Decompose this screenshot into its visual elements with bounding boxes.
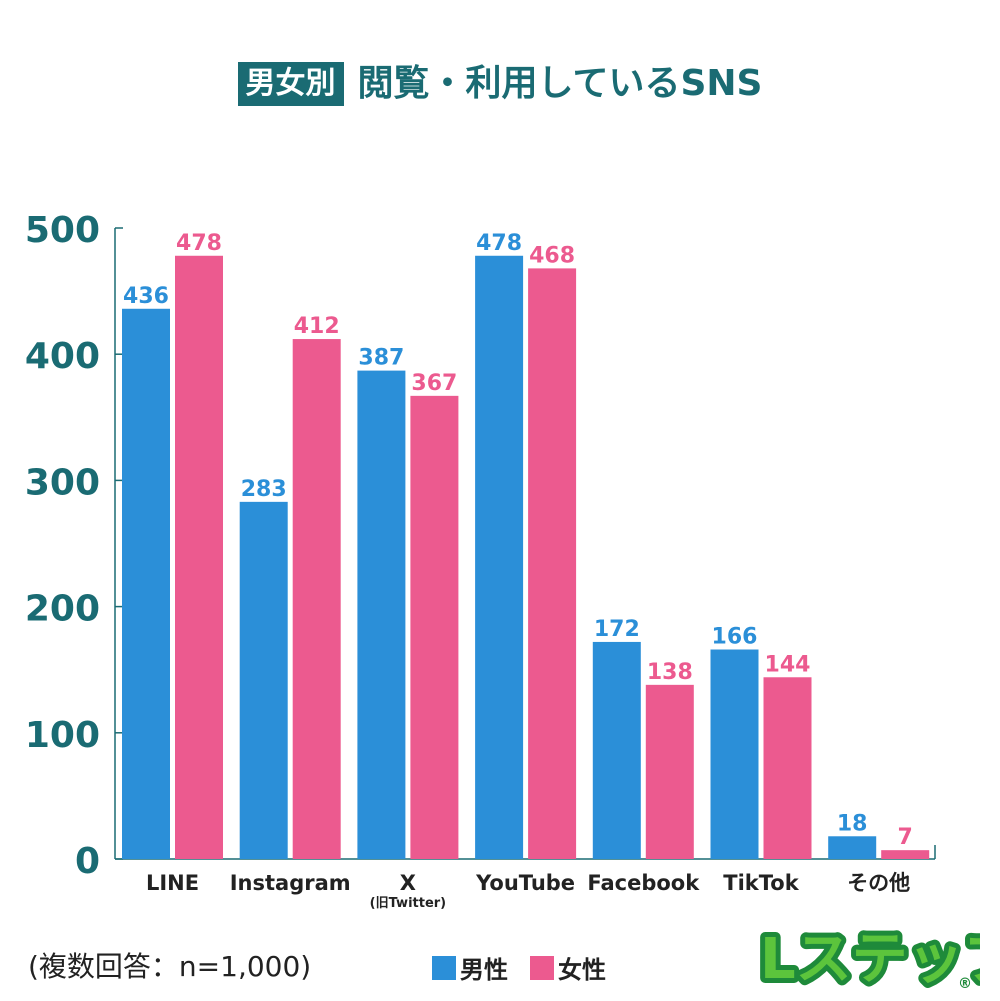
- data-label-female: 468: [529, 243, 575, 268]
- bar-female: [645, 684, 694, 859]
- title-text: 閲覧・利用しているSNS: [357, 63, 763, 104]
- logo-outline: Lステップ: [760, 927, 980, 992]
- data-label-male: 283: [241, 477, 287, 502]
- x-category-label: Facebook: [587, 871, 700, 895]
- data-label-female: 412: [294, 314, 340, 339]
- y-tick-label: 0: [75, 841, 100, 882]
- bar-male: [357, 370, 406, 859]
- x-category-label: LINE: [146, 871, 199, 895]
- bar-female: [175, 255, 223, 859]
- lstep-logo: Lステップ Lステップ ®: [758, 922, 980, 992]
- data-label-female: 138: [647, 660, 693, 685]
- bar-female: [410, 395, 459, 859]
- bar-male: [710, 649, 759, 859]
- legend-label-female: 女性: [558, 956, 606, 984]
- legend-label-male: 男性: [460, 956, 508, 984]
- legend-item-male: 男性: [432, 950, 508, 985]
- data-label-male: 166: [712, 625, 758, 650]
- sample-note: (複数回答：n=1,000): [28, 950, 312, 983]
- chart-title: 男女別 閲覧・利用しているSNS: [0, 62, 1000, 106]
- x-category-label: TikTok: [723, 871, 799, 895]
- data-label-male: 478: [476, 231, 522, 256]
- x-category-label: Instagram: [230, 871, 351, 895]
- legend-swatch-female: [530, 955, 554, 980]
- legend: 男性 女性: [432, 950, 628, 985]
- legend-swatch-male: [432, 955, 456, 980]
- bar-male: [475, 255, 524, 859]
- data-label-male: 172: [594, 617, 640, 642]
- data-label-female: 367: [411, 371, 457, 396]
- logo-registered-mark: ®: [958, 976, 972, 992]
- y-tick-label: 200: [25, 589, 100, 630]
- x-category-label: YouTube: [475, 871, 575, 895]
- data-label-female: 7: [898, 825, 913, 850]
- data-label-female: 478: [176, 231, 222, 256]
- bar-male: [592, 641, 641, 859]
- data-label-male: 436: [123, 284, 169, 309]
- y-tick-label: 300: [25, 462, 100, 503]
- bar-male: [828, 836, 877, 859]
- x-category-label: その他: [847, 871, 910, 895]
- data-label-male: 18: [837, 811, 868, 836]
- bar-male: [122, 308, 170, 859]
- y-tick-label: 100: [25, 715, 100, 756]
- bar-male: [239, 501, 288, 859]
- bar-female: [292, 339, 341, 859]
- bar-female: [528, 268, 577, 859]
- y-tick-label: 400: [25, 336, 100, 377]
- bar-female: [763, 677, 812, 859]
- data-label-male: 387: [358, 346, 404, 371]
- x-category-label: X: [400, 871, 416, 895]
- title-badge: 男女別: [237, 62, 344, 106]
- data-label-female: 144: [765, 652, 811, 677]
- y-tick-label: 500: [25, 210, 100, 251]
- legend-item-female: 女性: [530, 950, 606, 985]
- logo-text: Lステップ: [760, 927, 980, 992]
- bar-female: [881, 850, 930, 859]
- x-category-sublabel: (旧Twitter): [370, 896, 446, 911]
